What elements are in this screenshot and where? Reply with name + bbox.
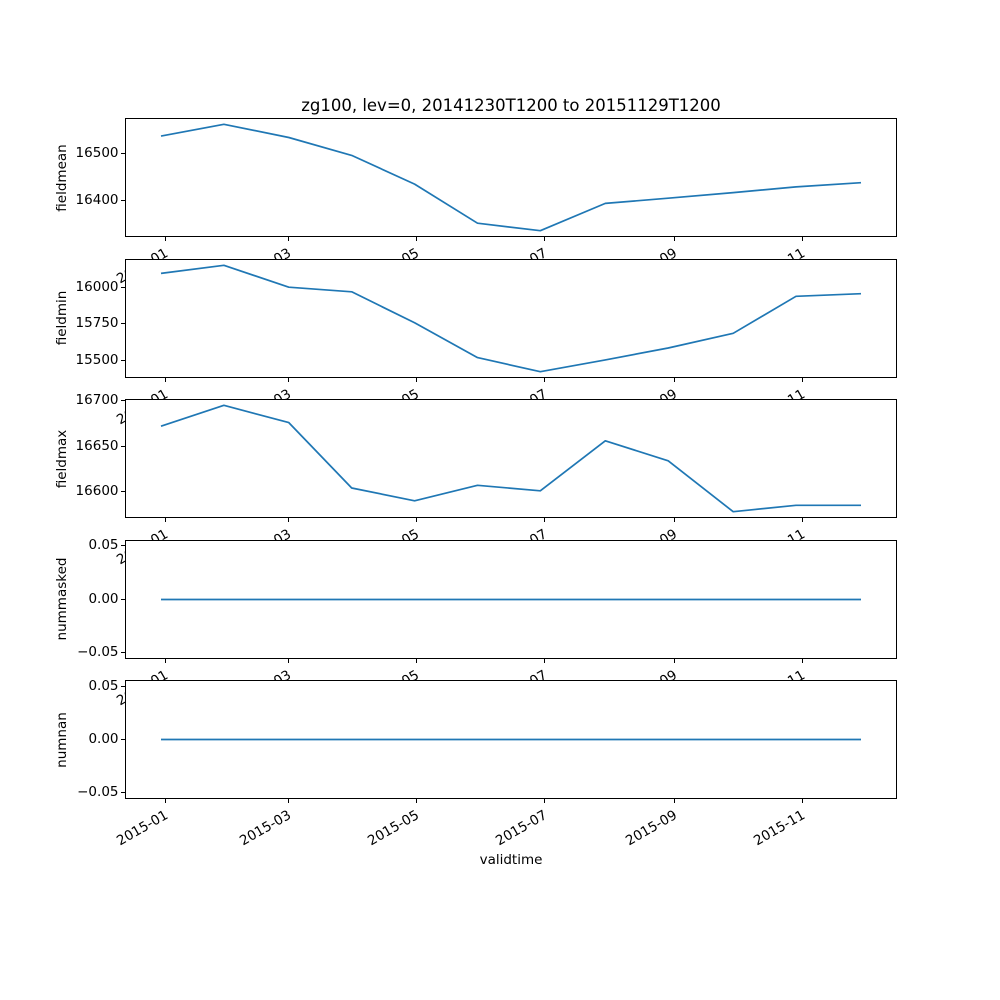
- y-tick-label: 16500: [75, 145, 119, 161]
- x-tickmark: [801, 658, 803, 663]
- y-axis-label-fieldmin: fieldmin: [54, 290, 70, 346]
- y-tickmark: [121, 323, 125, 325]
- y-tick-label: 15750: [75, 315, 119, 332]
- x-tickmark: [674, 518, 675, 522]
- x-tick-label: 2015-09: [623, 807, 680, 850]
- y-tickmark: [121, 651, 125, 653]
- x-tick-label: 2015-11: [750, 807, 808, 850]
- x-tickmark: [801, 237, 803, 241]
- x-tickmark: [164, 658, 166, 663]
- axes-nummasked: [125, 539, 897, 659]
- y-tick-label: 0.00: [88, 590, 119, 607]
- y-tick-label: 16700: [75, 392, 119, 409]
- series-line-fieldmin: [160, 263, 862, 373]
- y-tickmark: [121, 739, 125, 740]
- x-tickmark: [674, 377, 675, 382]
- y-tick-label: 16000: [75, 278, 119, 295]
- x-tickmark: [164, 237, 166, 241]
- x-tickmark: [416, 518, 418, 522]
- plot-area-nummasked: [161, 598, 861, 600]
- plot-area-fieldmin: [160, 263, 862, 373]
- y-tick-label: 16600: [75, 483, 119, 500]
- x-tickmark: [674, 658, 675, 663]
- y-axis-label-numnan: numnan: [54, 711, 70, 768]
- x-tickmark: [164, 377, 166, 382]
- x-tickmark: [288, 518, 290, 522]
- x-tickmark: [164, 518, 166, 522]
- x-tickmark: [288, 799, 290, 803]
- x-tickmark: [544, 377, 545, 382]
- y-tickmark: [121, 685, 125, 687]
- y-tickmark: [121, 445, 125, 447]
- x-axis-label: validtime: [479, 852, 543, 868]
- x-tickmark: [801, 377, 803, 382]
- x-tickmark: [288, 237, 290, 241]
- y-tick-label: 16400: [75, 192, 119, 209]
- x-tickmark: [288, 658, 290, 663]
- x-tickmark: [288, 377, 290, 382]
- y-tick-label: 0.00: [88, 731, 119, 747]
- y-tick-label: 15500: [75, 352, 119, 369]
- y-tickmark: [121, 792, 125, 794]
- x-tick-label: 2015-05: [365, 807, 423, 850]
- y-axis-label-fieldmean: fieldmean: [54, 143, 70, 212]
- axes-fieldmax: [125, 399, 897, 518]
- axes-fieldmean: [125, 118, 897, 237]
- x-tick-label: 2015-03: [237, 807, 295, 850]
- y-tickmark: [121, 153, 125, 154]
- y-tick-label: 0.05: [88, 537, 119, 554]
- plot-area-fieldmean: [160, 123, 862, 232]
- axes-fieldmin: [125, 258, 897, 378]
- chart-title: zg100, lev=0, 20141230T1200 to 20151129T…: [301, 96, 721, 115]
- x-tickmark: [801, 799, 803, 803]
- y-tickmark: [121, 400, 125, 402]
- y-tick-label: −0.05: [77, 643, 119, 660]
- y-tick-label: 0.05: [88, 677, 119, 694]
- y-tickmark: [121, 360, 125, 362]
- x-tickmark: [544, 658, 545, 663]
- y-tickmark: [121, 491, 125, 493]
- y-axis-label-nummasked: nummasked: [54, 557, 70, 641]
- series-line-fieldmean: [160, 123, 862, 232]
- x-tickmark: [416, 377, 418, 382]
- x-tickmark: [164, 799, 166, 803]
- axes-numnan: [125, 680, 897, 799]
- x-tick-label: 2015-07: [493, 807, 550, 850]
- x-tickmark: [674, 237, 675, 241]
- y-tick-label: −0.05: [77, 784, 119, 801]
- x-tick-label: 2015-01: [113, 807, 171, 850]
- series-line-fieldmax: [160, 404, 861, 513]
- y-tickmark: [121, 545, 125, 547]
- x-tickmark: [674, 799, 675, 803]
- x-tickmark: [416, 799, 418, 803]
- x-tickmark: [801, 518, 803, 522]
- x-tickmark: [544, 237, 545, 241]
- x-tickmark: [416, 658, 418, 663]
- y-tickmark: [121, 200, 125, 202]
- y-tick-label: 16650: [75, 437, 119, 454]
- plot-area-fieldmax: [160, 404, 861, 513]
- x-tickmark: [544, 799, 545, 803]
- plot-area-numnan: [161, 738, 861, 741]
- x-tickmark: [544, 518, 545, 522]
- y-axis-label-fieldmax: fieldmax: [54, 429, 70, 488]
- y-tickmark: [121, 286, 125, 288]
- y-tickmark: [121, 598, 125, 600]
- x-tickmark: [416, 237, 418, 241]
